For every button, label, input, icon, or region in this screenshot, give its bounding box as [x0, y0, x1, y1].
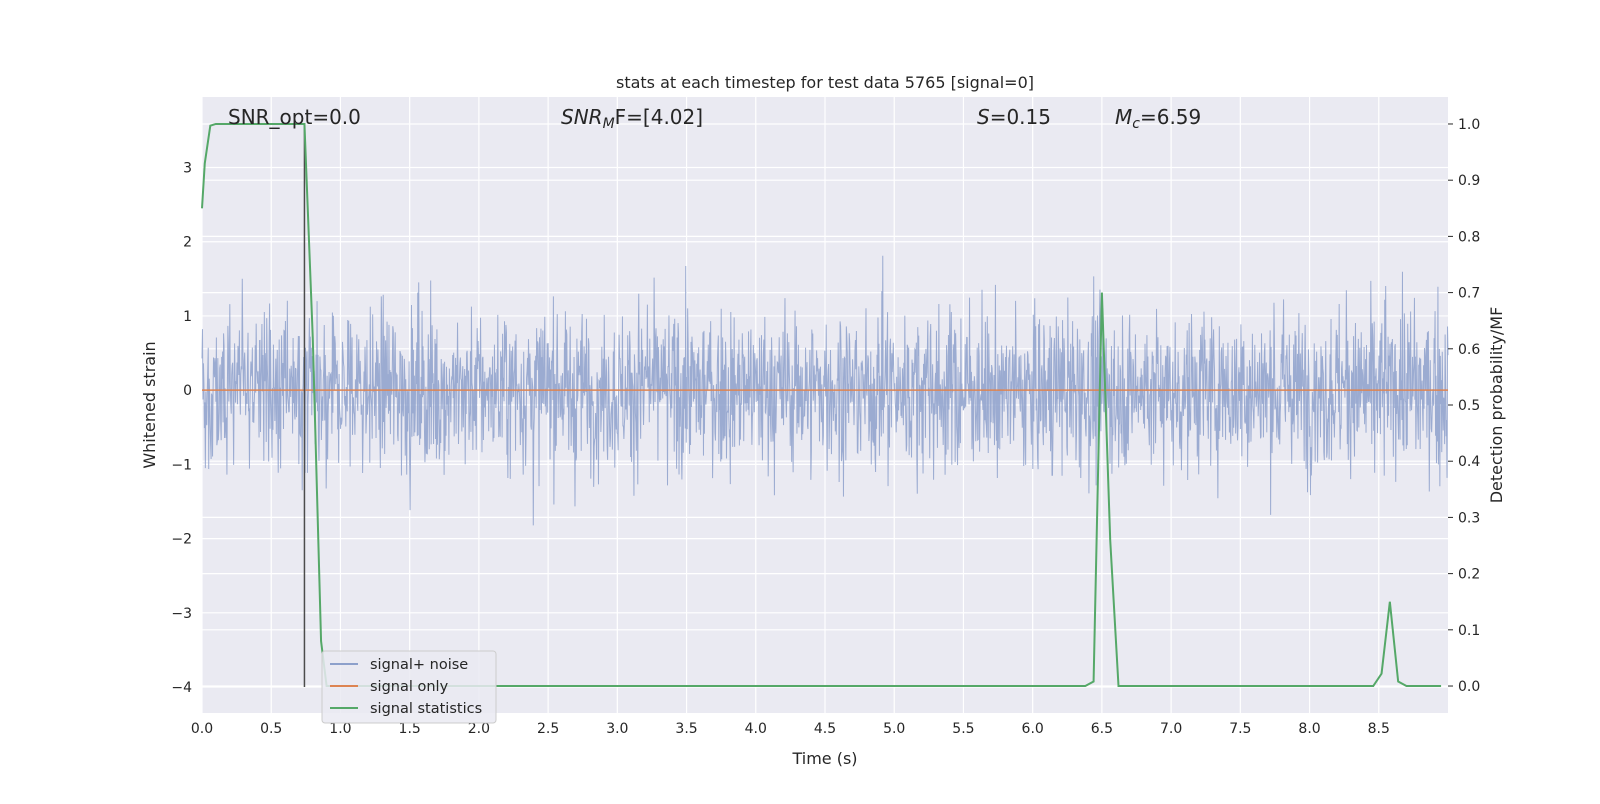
- x-tick-label: 3.5: [675, 721, 697, 737]
- x-axis-label: Time (s): [791, 749, 857, 768]
- x-tick-label: 8.0: [1298, 721, 1320, 737]
- chart-title: stats at each timestep for test data 576…: [616, 73, 1034, 92]
- y2-tick-label: 0.0: [1458, 679, 1480, 695]
- y-tick-label: −3: [171, 606, 192, 622]
- x-tick-label: 5.5: [952, 721, 974, 737]
- legend-label-signal-noise: signal+ noise: [370, 657, 468, 673]
- y-tick-label: 0: [183, 383, 192, 399]
- legend-box: [321, 650, 497, 724]
- annotation-mc-sub: c: [1132, 116, 1140, 132]
- legend-label-signal-statistics: signal statistics: [370, 701, 482, 717]
- y-tick-labels: −4 −3 −2 −1 0 1 2 3: [171, 161, 192, 697]
- annotation-snr-mf-sub: M: [603, 116, 615, 132]
- y2-tick-label: 0.6: [1458, 342, 1480, 358]
- x-tick-label: 0.0: [191, 721, 213, 737]
- y-gridlines: [202, 166, 1448, 688]
- x-tick-label: 0.5: [260, 721, 282, 737]
- x-tick-label: 7.5: [1229, 721, 1251, 737]
- y-tick-label: 1: [183, 309, 192, 325]
- y2-tick-label: 0.1: [1458, 623, 1480, 639]
- x-tick-labels: 0.0 0.5 1.0 1.5 2.0 2.5 3.0 3.5 4.0 4.5 5.0 5.5 6.0 6…: [191, 721, 1390, 737]
- legend: signal+ noise signal only signal statist…: [321, 650, 497, 724]
- x-tick-label: 2.0: [468, 721, 490, 737]
- x-tick-label: 8.5: [1368, 721, 1390, 737]
- x-tick-label: 1.5: [399, 721, 421, 737]
- annotation-mc-rest: =6.59: [1140, 105, 1201, 129]
- y2-tick-label: 0.2: [1458, 567, 1480, 583]
- y2-tick-label: 0.7: [1458, 286, 1480, 302]
- annotation-mc: Mc=6.59: [1115, 105, 1201, 132]
- x-tick-label: 3.0: [606, 721, 628, 737]
- legend-label-signal-only: signal only: [370, 679, 449, 695]
- y-axis-label: Whitened strain: [140, 341, 159, 468]
- x-tick-label: 5.0: [883, 721, 905, 737]
- annotation-snr-mf-rest: F=[4.02]: [615, 105, 703, 129]
- y2-tick-label: 0.9: [1458, 173, 1480, 189]
- series-signal-statistics: [201, 122, 1442, 688]
- y2-tick-label: 0.4: [1458, 454, 1480, 470]
- annotation-s: S=0.15: [977, 105, 1051, 129]
- y2-axis-label: Detection probability/MF: [1487, 307, 1506, 504]
- y-tick-label: 2: [183, 235, 192, 251]
- x-tick-label: 6.5: [1091, 721, 1113, 737]
- signal-statistics-line: [201, 122, 1442, 688]
- signal-noise-line: [201, 255, 1449, 526]
- x-tick-label: 7.0: [1160, 721, 1182, 737]
- annotation-s-rest: =0.15: [990, 105, 1051, 129]
- y2-tick-labels: 0.0 0.1 0.2 0.3 0.4 0.5 0.6 0.7 0.8 0.9 1.0: [1448, 117, 1480, 695]
- annotation-snr-mf-main: SNR: [561, 105, 603, 129]
- x-tick-label: 4.0: [745, 721, 767, 737]
- x-tick-label: 4.5: [814, 721, 836, 737]
- x-tick-label: 1.0: [329, 721, 351, 737]
- annotation-s-main: S: [977, 105, 990, 129]
- annotation-snr-mf: SNRMF=[4.02]: [561, 105, 703, 132]
- y2-tick-label: 0.5: [1458, 398, 1480, 414]
- y-tick-label: −1: [171, 457, 192, 473]
- annotation-snr-opt: SNR_opt=0.0: [228, 105, 361, 129]
- x-tick-label: 2.5: [537, 721, 559, 737]
- series-signal-noise: [201, 255, 1449, 526]
- y2-tick-label: 0.8: [1458, 229, 1480, 245]
- y-tick-label: −4: [171, 680, 192, 696]
- x-tick-label: 6.0: [1022, 721, 1044, 737]
- annotation-mc-main: M: [1115, 105, 1132, 129]
- y-tick-label: −2: [171, 532, 192, 548]
- y2-tick-label: 1.0: [1458, 117, 1480, 133]
- y2-tick-label: 0.3: [1458, 510, 1480, 526]
- y-tick-label: 3: [183, 161, 192, 177]
